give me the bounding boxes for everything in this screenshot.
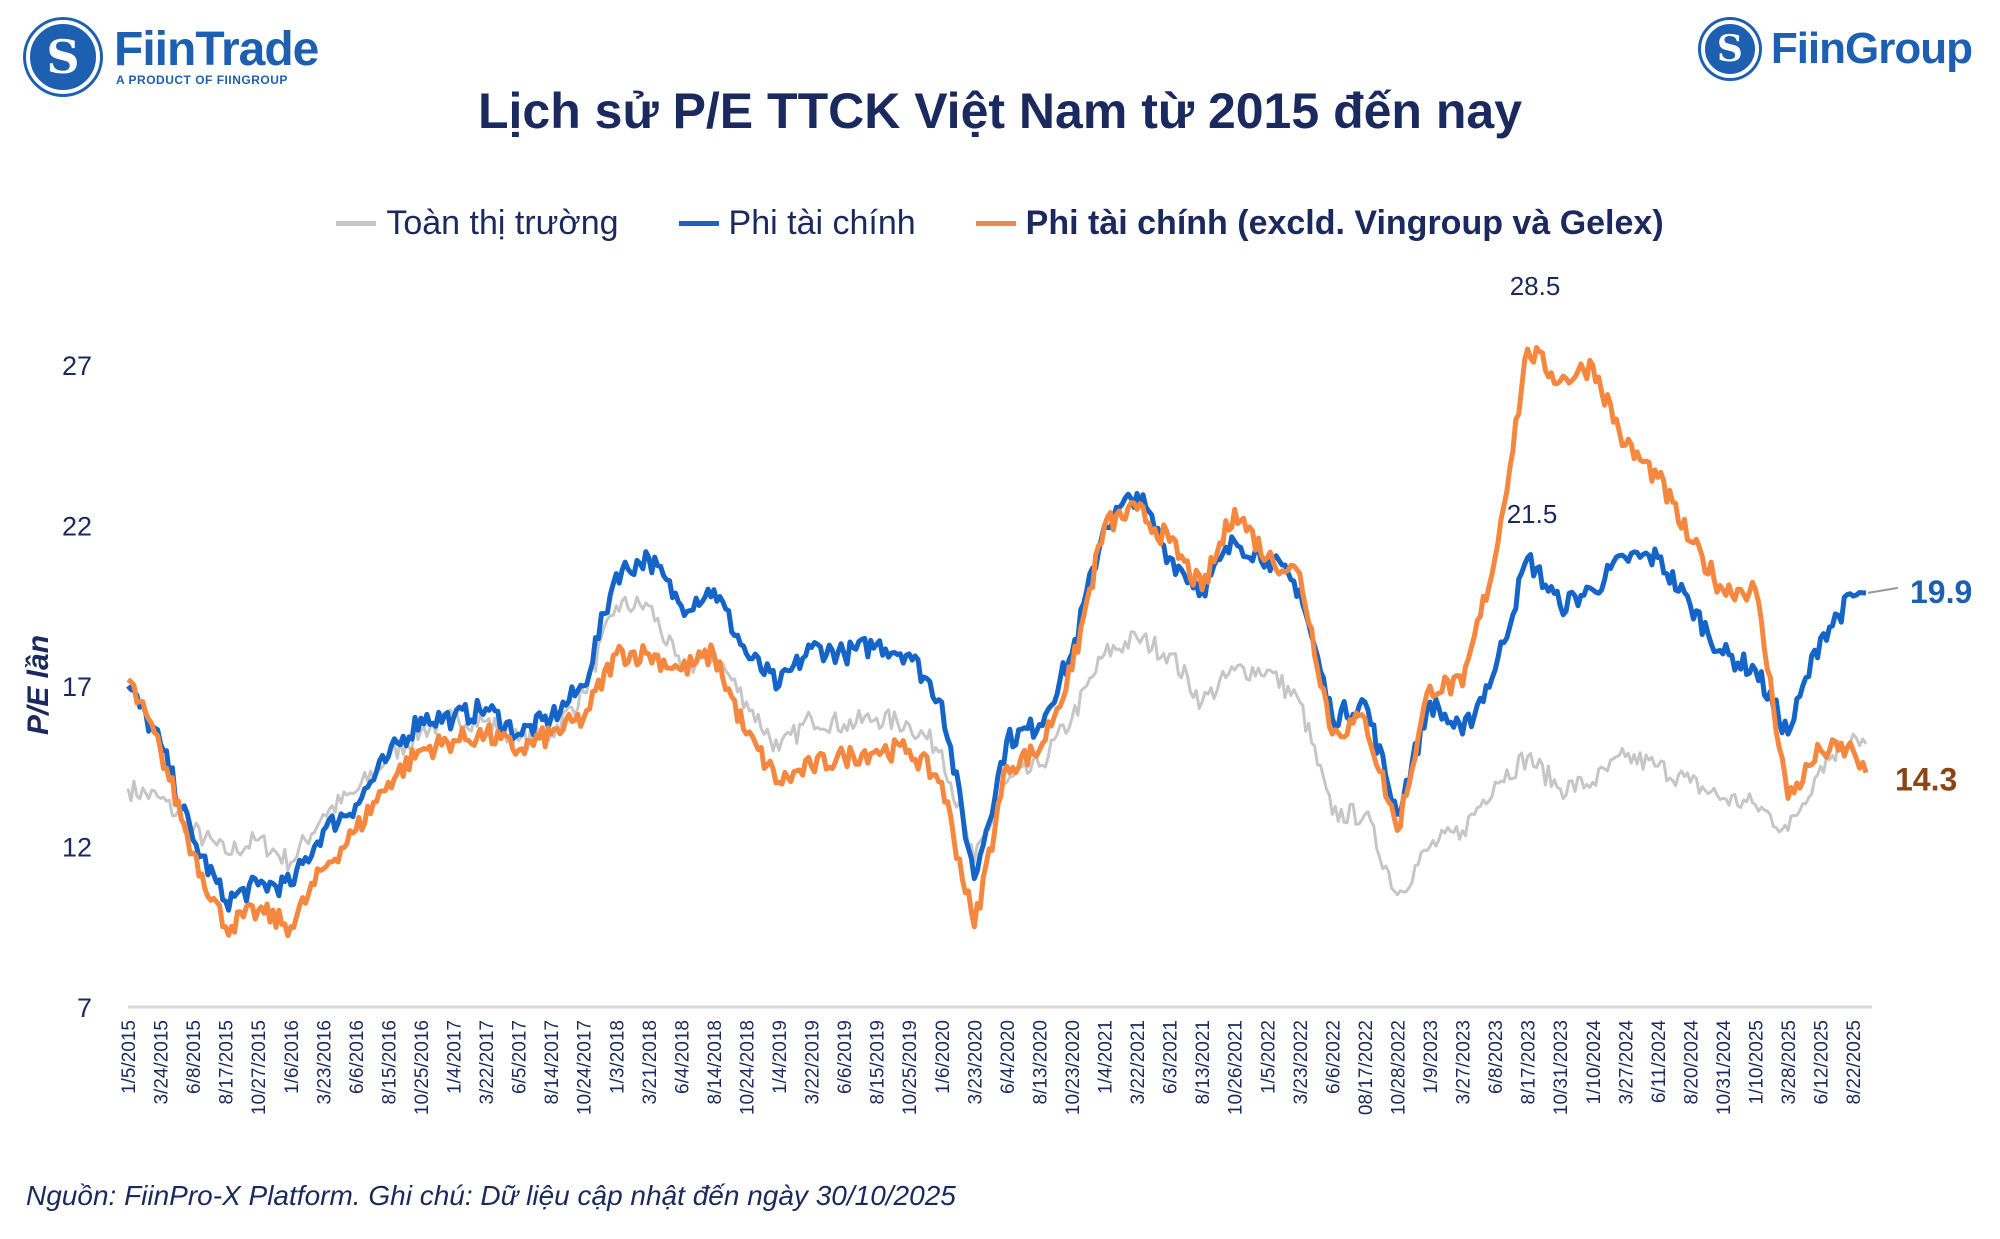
x-tick-label: 1/6/2016 (282, 1020, 303, 1094)
fiin-s-logo-icon: S (26, 20, 100, 94)
x-tick-label: 8/14/2017 (542, 1020, 563, 1105)
series-line-market (126, 595, 1868, 897)
x-tick-label: 6/6/2019 (835, 1020, 856, 1094)
x-tick-label: 10/26/2021 (1226, 1020, 1247, 1115)
x-tick-label: 8/22/2025 (1844, 1020, 1865, 1105)
x-tick-label: 6/11/2024 (1649, 1020, 1670, 1104)
legend-item-market: Toàn thị trường (336, 204, 619, 243)
x-tick-label: 1/5/2022 (1258, 1020, 1279, 1094)
x-tick-label: 10/31/2024 (1714, 1020, 1735, 1116)
x-tick-label: 8/13/2021 (1193, 1020, 1214, 1105)
x-tick-label: 1/10/2025 (1747, 1020, 1768, 1105)
fiintrade-logo: S FiinTrade A PRODUCT OF FIINGROUP (26, 20, 319, 94)
end-label-orange: 14.3 (1895, 762, 1957, 798)
series-line-nonfinancial (126, 490, 1867, 913)
x-tick-label: 1/5/2015 (119, 1020, 140, 1094)
x-tick-label: 3/23/2022 (1291, 1020, 1312, 1105)
y-tick-label: 27 (62, 351, 92, 381)
x-tick-label: 1/4/2019 (770, 1020, 791, 1094)
fiintrade-logo-text: FiinTrade (114, 23, 319, 76)
x-tick-label: 10/27/2015 (249, 1020, 270, 1115)
legend-swatch-orange (975, 221, 1016, 226)
x-tick-label: 3/23/2016 (314, 1020, 335, 1105)
x-tick-label: 10/28/2022 (1388, 1020, 1409, 1115)
fiingroup-logo: S FiinGroup (1700, 20, 1973, 78)
x-tick-label: 8/14/2018 (705, 1020, 726, 1105)
x-tick-label: 3/22/2017 (477, 1020, 498, 1105)
fiingroup-logo-text: FiinGroup (1770, 24, 1973, 73)
x-tick-label: 3/21/2018 (640, 1020, 661, 1105)
x-tick-label: 6/4/2020 (998, 1020, 1019, 1094)
x-tick-label: 8/15/2019 (868, 1020, 889, 1105)
series-line-nonfinancial-excl (126, 345, 1869, 939)
leader-line (1867, 586, 1899, 594)
x-tick-label: 10/23/2020 (1063, 1020, 1084, 1115)
chart-title: Lịch sử P/E TTCK Việt Nam từ 2015 đến na… (477, 83, 1523, 139)
x-tick-label: 6/12/2025 (1812, 1020, 1833, 1105)
x-tick-label: 10/24/2017 (575, 1020, 596, 1115)
legend-item-nonfinancial-excl: Phi tài chính (excld. Vingroup và Gelex) (975, 204, 1664, 243)
x-tick-label: 1/10/2024 (1584, 1020, 1605, 1105)
x-tick-label: 3/22/2021 (1128, 1020, 1149, 1105)
x-tick-label: 3/24/2015 (152, 1020, 173, 1105)
legend-label: Phi tài chính (728, 204, 916, 242)
x-tick-label: 10/25/2016 (412, 1020, 433, 1115)
y-tick-label: 17 (62, 672, 92, 702)
x-tick-label: 6/6/2016 (347, 1020, 368, 1094)
x-tick-label: 8/13/2020 (1030, 1020, 1051, 1105)
x-tick-label: 1/6/2020 (933, 1020, 954, 1094)
x-tick-label: 10/25/2019 (900, 1020, 921, 1115)
peak-label-blue: 21.5 (1507, 499, 1558, 529)
legend: Toàn thị trường Phi tài chính Phi tài ch… (0, 204, 2000, 243)
y-tick-label: 12 (62, 833, 92, 863)
x-tick-label: 6/8/2023 (1486, 1020, 1507, 1094)
x-tick-label: 1/4/2021 (1096, 1020, 1117, 1094)
x-tick-label: 6/6/2022 (1323, 1020, 1344, 1094)
x-tick-label: 6/3/2021 (1161, 1020, 1182, 1094)
end-label-blue: 19.9 (1910, 574, 1972, 610)
x-tick-label: 1/9/2023 (1421, 1020, 1442, 1094)
y-tick-label: 7 (77, 993, 92, 1023)
legend-item-nonfinancial: Phi tài chính (678, 204, 916, 243)
legend-label: Toàn thị trường (386, 204, 619, 242)
x-tick-label: 3/22/2019 (803, 1020, 824, 1105)
x-tick-label: 3/27/2024 (1616, 1020, 1637, 1105)
fiin-s-logo-icon: S (1700, 20, 1759, 78)
legend-swatch-blue (678, 221, 719, 226)
x-tick-label: 3/27/2023 (1454, 1020, 1475, 1105)
legend-swatch-gray (336, 221, 377, 226)
fiintrade-tagline: A PRODUCT OF FIINGROUP (116, 73, 288, 87)
x-tick-label: 8/15/2016 (379, 1020, 400, 1105)
x-tick-label: 10/31/2023 (1551, 1020, 1572, 1115)
peak-label-orange: 28.5 (1510, 271, 1561, 301)
x-tick-label: 3/23/2020 (965, 1020, 986, 1105)
y-tick-label: 22 (62, 512, 92, 542)
x-tick-label: 1/4/2017 (445, 1020, 466, 1094)
source-note: Nguồn: FiinPro-X Platform. Ghi chú: Dữ l… (26, 1180, 956, 1211)
x-tick-label: 6/4/2018 (672, 1020, 693, 1094)
legend-label: Phi tài chính (excld. Vingroup và Gelex) (1025, 204, 1664, 242)
y-axis-label: P/E lần (22, 635, 55, 735)
x-tick-label: 6/5/2017 (510, 1020, 531, 1094)
x-tick-label: 8/17/2015 (217, 1020, 238, 1105)
x-tick-label: 8/17/2023 (1519, 1020, 1540, 1105)
x-tick-label: 10/24/2018 (737, 1020, 758, 1115)
x-tick-label: 6/8/2015 (184, 1020, 205, 1094)
x-tick-label: 1/3/2018 (607, 1020, 628, 1094)
x-tick-label: 3/28/2025 (1779, 1020, 1800, 1105)
x-tick-label: 08/17/2022 (1356, 1020, 1377, 1115)
x-tick-label: 8/20/2024 (1681, 1020, 1702, 1105)
